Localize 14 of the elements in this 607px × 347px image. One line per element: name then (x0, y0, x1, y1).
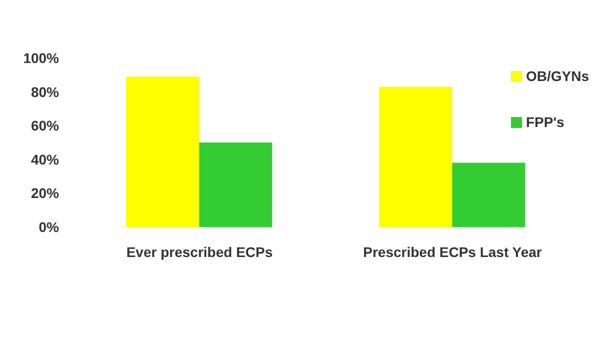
legend-label: FPP's (526, 114, 564, 130)
x-tick-label: Prescribed ECPs Last Year (363, 244, 542, 260)
y-tick-label: 20% (30, 185, 60, 202)
bar (379, 86, 452, 227)
x-tick-label: Ever prescribed ECPs (126, 244, 273, 260)
bar (452, 162, 526, 227)
legend-label: OB/GYNs (526, 68, 589, 84)
y-tick-label: 0% (38, 218, 60, 235)
bar (199, 142, 272, 227)
bar (126, 76, 200, 227)
y-tick-label: 60% (30, 118, 60, 134)
y-tick-label: 40% (30, 151, 60, 168)
y-tick-label: 80% (30, 84, 60, 100)
y-tick-label: 100% (23, 50, 60, 66)
